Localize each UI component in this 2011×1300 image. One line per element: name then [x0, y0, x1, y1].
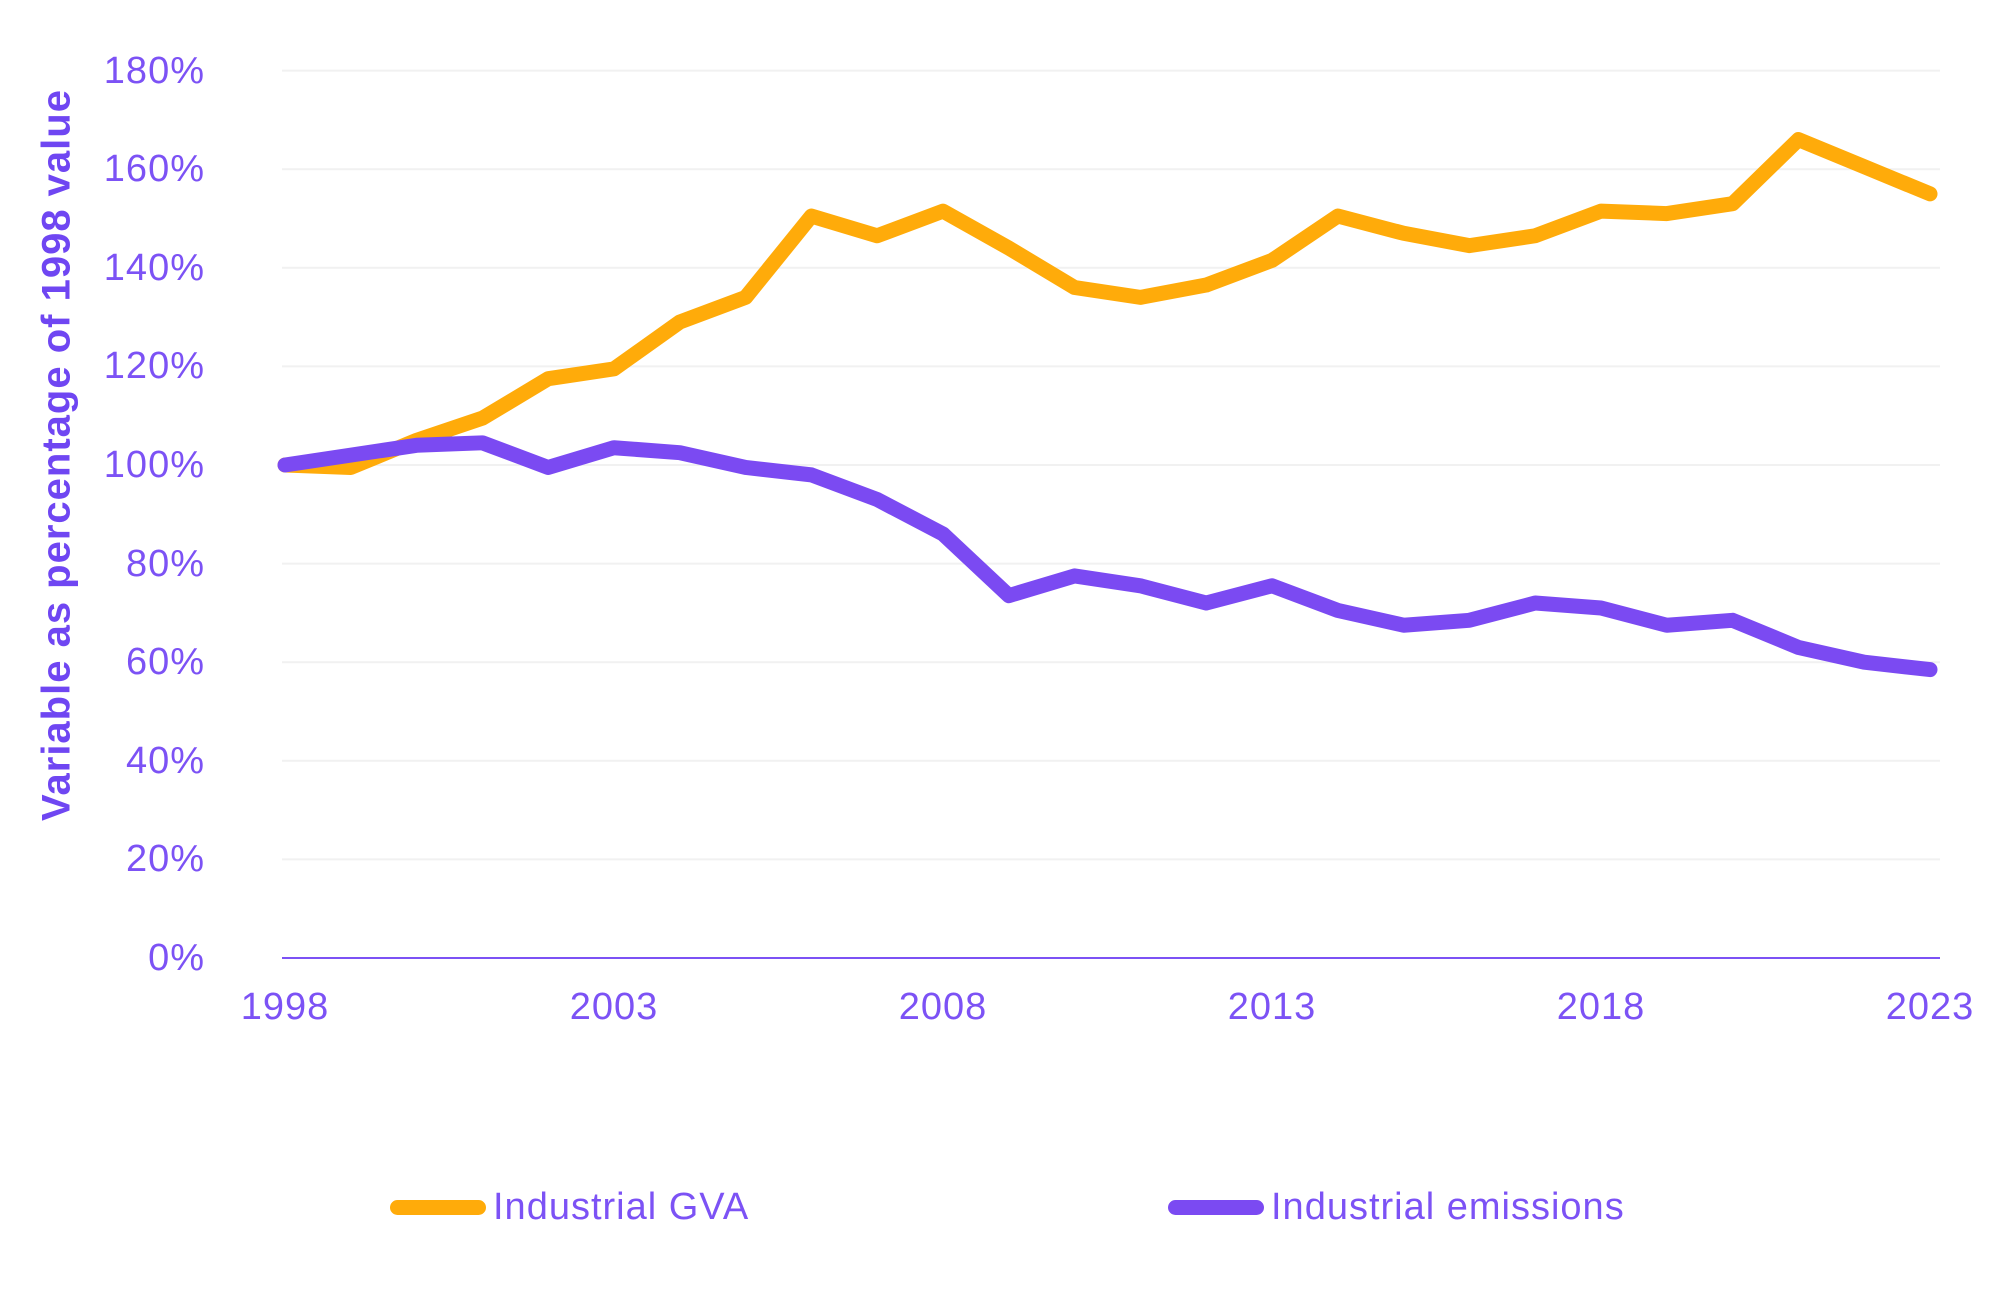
y-tick-label-80: 80%: [125, 542, 205, 585]
y-tick-label-140: 140%: [103, 246, 205, 289]
y-tick-label-20: 20%: [125, 838, 205, 881]
legend-item-industrial-emissions: Industrial emissions: [1168, 1183, 1625, 1231]
y-tick-label-40: 40%: [125, 739, 205, 782]
series-line-industrial-gva: [277, 132, 1938, 475]
x-tick-label-1998: 1998: [240, 986, 330, 1028]
y-tick-label-160: 160%: [103, 148, 205, 191]
x-tick-label-2008: 2008: [898, 986, 988, 1028]
y-tick-label-100: 100%: [103, 444, 205, 486]
legend-item-industrial-gva: Industrial GVA: [390, 1183, 749, 1231]
y-tick-label-0: 0%: [148, 937, 205, 979]
y-tick-label-120: 120%: [103, 345, 205, 388]
legend: Industrial GVA Industrial emissions: [0, 1183, 2011, 1243]
x-tick-label-2018: 2018: [1556, 986, 1646, 1028]
y-tick-label-60: 60%: [125, 641, 205, 684]
series-line-industrial-emissions: [277, 435, 1938, 678]
legend-label-industrial-gva: Industrial GVA: [493, 1185, 750, 1228]
legend-swatch-industrial-emissions: [1168, 1199, 1264, 1215]
x-tick-label-2023: 2023: [1885, 986, 1975, 1028]
y-axis-title: Variable as percentage of 1998 value: [34, 89, 79, 821]
legend-swatch-industrial-gva: [390, 1199, 486, 1215]
y-tick-label-180: 180%: [103, 49, 205, 92]
legend-label-industrial-emissions: Industrial emissions: [1271, 1185, 1625, 1228]
x-tick-label-2003: 2003: [569, 986, 659, 1028]
x-tick-label-2013: 2013: [1227, 986, 1317, 1028]
